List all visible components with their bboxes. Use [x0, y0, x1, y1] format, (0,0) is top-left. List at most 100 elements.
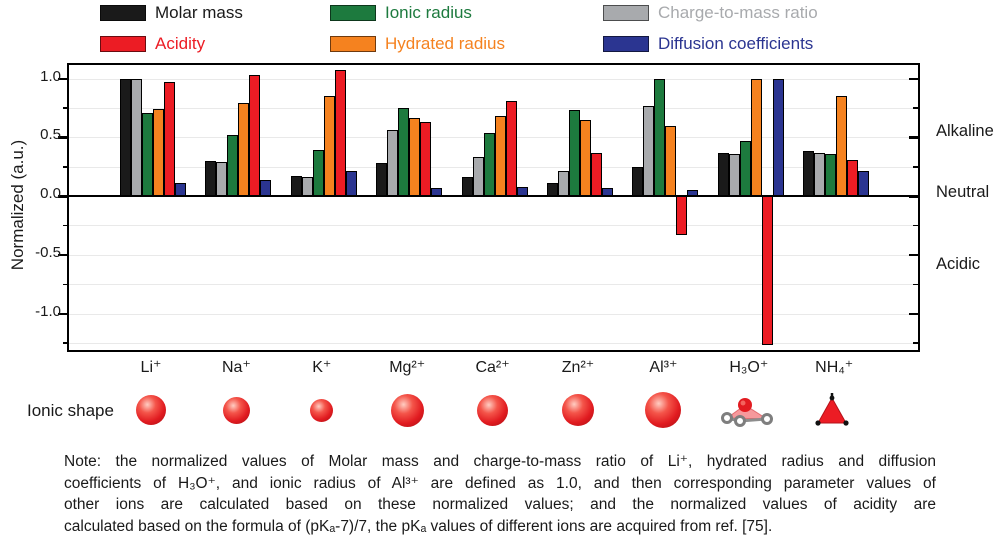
x-category-label: Zn²⁺	[561, 359, 595, 376]
bar	[249, 74, 261, 196]
y-major-tick-right	[909, 77, 918, 80]
bar	[175, 183, 186, 196]
y-minor-tick-right	[913, 107, 918, 109]
y-tick-label: 1.0	[40, 67, 61, 85]
note-line: coefficients of H₃O⁺, and ionic radius o…	[64, 474, 936, 492]
legend-swatch	[100, 36, 146, 52]
bar	[750, 78, 762, 196]
y-major-tick-right	[909, 195, 918, 198]
bar	[260, 179, 272, 196]
bar	[580, 119, 591, 196]
legend-swatch	[330, 5, 376, 21]
legend-swatch	[603, 36, 649, 52]
bar	[153, 109, 164, 196]
y-minor-tick-right	[913, 224, 918, 227]
bar	[516, 186, 528, 196]
bar	[216, 161, 228, 196]
ion-sphere-icon	[477, 394, 509, 426]
bar	[120, 78, 131, 196]
nh4-tetrahedron-icon	[815, 393, 849, 426]
legend-item: Charge-to-mass ratio	[603, 3, 818, 23]
bar	[825, 153, 837, 196]
bar	[164, 82, 175, 196]
y-minor-tick-left	[63, 224, 68, 227]
bar	[728, 153, 740, 196]
legend-swatch	[330, 36, 376, 52]
y-tick-label: -1.0	[35, 302, 61, 320]
gridline	[69, 254, 918, 256]
bar	[461, 177, 473, 196]
x-category-label: H₃O⁺	[729, 359, 769, 376]
bar	[602, 187, 613, 196]
legend-label: Diffusion coefficients	[658, 34, 814, 53]
bar	[420, 121, 432, 196]
y-minor-tick-left	[63, 342, 68, 344]
bar	[643, 105, 655, 196]
y-minor-tick-right	[913, 283, 918, 286]
bar	[142, 112, 153, 196]
legend-swatch	[603, 5, 649, 21]
acidic-label: Acidic	[936, 255, 981, 273]
bar	[312, 150, 324, 196]
bar	[131, 78, 142, 196]
legend-item: Ionic radius	[330, 3, 472, 23]
bar	[398, 107, 410, 196]
note-line: calculated based on the formula of (pKₐ-…	[64, 517, 773, 535]
y-minor-tick-right	[913, 342, 918, 344]
plot-area	[58, 63, 920, 352]
gridline	[69, 313, 918, 315]
legend-item: Diffusion coefficients	[603, 34, 813, 54]
bar	[836, 96, 848, 196]
bar	[761, 196, 773, 346]
bar	[387, 130, 399, 196]
x-category-label: Ca²⁺	[475, 359, 510, 376]
y-minor-tick-left	[63, 283, 68, 286]
bar	[238, 103, 250, 196]
y-tick-label: -0.5	[35, 243, 61, 261]
bar	[547, 183, 558, 196]
bar	[483, 132, 495, 196]
ion-sphere-icon	[310, 398, 334, 422]
legend-swatch	[100, 5, 146, 21]
y-minor-tick-left	[63, 107, 68, 109]
bar	[687, 190, 699, 196]
bar	[505, 100, 517, 196]
bar	[803, 151, 815, 196]
ion-sphere-icon	[645, 392, 682, 428]
bar	[665, 125, 677, 196]
x-category-label: Al³⁺	[649, 359, 678, 376]
ion-sphere-icon	[390, 393, 424, 427]
zero-axis-line	[69, 195, 918, 197]
x-category-label: Li⁺	[140, 359, 162, 376]
legend-item: Acidity	[100, 34, 205, 54]
bar	[814, 152, 826, 196]
ion-sphere-icon	[136, 395, 166, 425]
x-category-label: NH₄⁺	[815, 359, 854, 376]
gridline	[69, 225, 918, 227]
bar	[847, 159, 859, 196]
y-major-tick-right	[909, 136, 918, 139]
bar	[739, 140, 751, 196]
gridline	[69, 284, 918, 286]
y-major-tick-left	[58, 77, 67, 80]
neutral-label: Neutral	[936, 183, 990, 201]
bar	[205, 160, 217, 196]
bar	[591, 152, 602, 196]
legend-item: Molar mass	[100, 3, 243, 23]
gridline	[69, 107, 918, 109]
legend-item: Hydrated radius	[330, 34, 505, 54]
bar	[290, 176, 302, 196]
bar	[472, 157, 484, 196]
note-line: other ions are calculated based on these…	[64, 496, 936, 513]
y-tick-label: 0.0	[40, 185, 61, 202]
bar	[376, 163, 388, 196]
note-line: Note: the normalized values of Molar mas…	[64, 453, 936, 470]
bar	[858, 171, 870, 196]
legend-label: Ionic radius	[385, 3, 472, 22]
x-category-label: Mg²⁺	[389, 359, 426, 376]
h3o-molecule-icon	[721, 398, 773, 427]
bar	[323, 96, 335, 196]
bar	[676, 196, 688, 235]
y-tick-label: 0.5	[40, 126, 61, 144]
